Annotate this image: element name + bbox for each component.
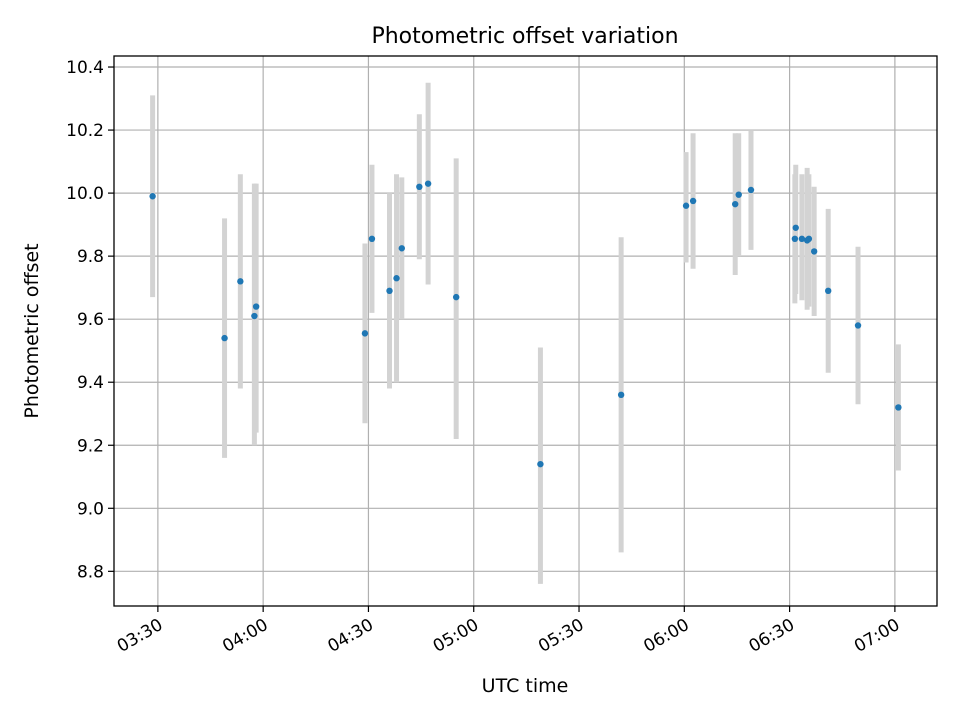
y-tick-label: 10.4 <box>66 58 104 78</box>
data-point <box>825 287 832 295</box>
data-point <box>251 312 258 320</box>
data-point <box>735 191 742 198</box>
data-points <box>149 180 902 468</box>
y-tick-label: 8.8 <box>77 562 104 582</box>
y-tick-label: 9.8 <box>77 247 104 267</box>
data-point <box>149 193 156 200</box>
y-tick-label: 10.0 <box>66 184 104 204</box>
data-point <box>854 322 862 329</box>
data-point <box>252 303 260 310</box>
data-point <box>424 180 432 187</box>
data-point <box>393 275 400 282</box>
data-point <box>689 197 697 205</box>
data-point <box>221 334 228 342</box>
data-point <box>792 224 799 231</box>
y-tick-label: 9.6 <box>77 310 104 330</box>
plot-frame <box>113 55 938 607</box>
y-axis-ticks: 8.8 9.0 9.2 9.4 9.6 9.8 10.0 10.2 10.4 <box>66 58 114 582</box>
data-point <box>368 235 376 243</box>
data-point <box>805 235 813 243</box>
data-point <box>452 293 460 301</box>
data-point <box>416 183 423 191</box>
y-tick-label: 9.0 <box>77 499 104 519</box>
chart-title: Photometric offset variation <box>371 24 678 49</box>
data-point <box>398 245 405 252</box>
y-tick-label: 10.2 <box>66 121 104 141</box>
data-point <box>731 200 739 208</box>
data-point <box>537 460 544 468</box>
data-point <box>361 330 369 337</box>
data-point <box>791 235 799 243</box>
data-point <box>682 202 690 209</box>
data-point <box>810 248 818 255</box>
data-point <box>617 391 625 399</box>
data-point <box>237 278 244 285</box>
y-axis-label: Photometric offset <box>21 243 43 418</box>
data-point <box>798 235 806 243</box>
x-axis-label: UTC time <box>482 675 569 697</box>
y-tick-label: 9.2 <box>77 436 104 456</box>
y-tick-label: 9.4 <box>77 373 104 393</box>
data-point <box>747 186 755 194</box>
data-point <box>895 404 902 411</box>
data-point <box>386 287 393 295</box>
